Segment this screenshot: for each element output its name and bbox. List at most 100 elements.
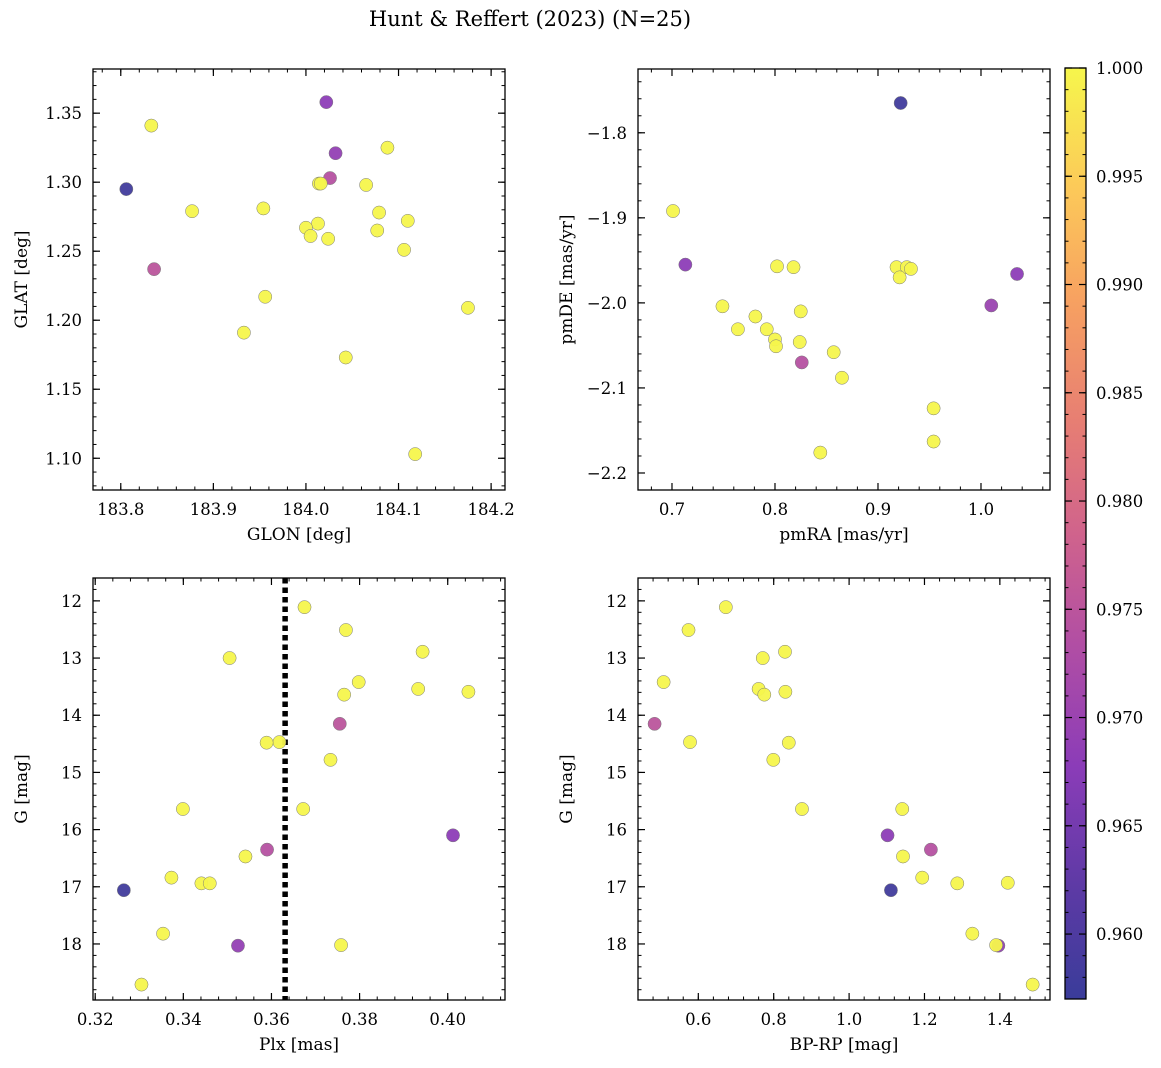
data-point [678,257,693,272]
data-point [781,735,796,750]
data-point [272,735,287,749]
data-point [757,687,772,702]
y-tick-label: 14 [61,706,82,725]
data-point [313,176,328,191]
y-tick-label: 1.15 [45,380,82,399]
data-point [826,345,841,360]
data-point [370,223,385,238]
y-tick-label: −2.2 [587,464,627,483]
data-point [924,842,938,857]
data-point [731,322,745,337]
colorbar-tick-label: 1.000 [1096,59,1143,78]
x-tick-label: 0.40 [429,1010,466,1029]
y-tick-label: 18 [61,935,82,954]
data-point [411,682,426,696]
colorbar-ticks: 0.960 0.965 0.970 0.975 0.980 0.985 0.990 0.995… [1065,59,1143,1000]
data-point [332,716,347,731]
scatter-panel-bottom-right: 0.6 0.8 1.0 1.2 1.4 12 13 14 15 16 17 18 BP-RP [mag]… [557,577,1051,1055]
data-point [359,178,373,192]
data-point [334,938,348,952]
y-tick-label: 1.25 [45,242,82,261]
data-point [896,849,910,864]
y-tick-label: 1.10 [45,449,82,468]
data-point [794,355,809,370]
data-point [156,926,170,941]
colorbar-tick-label: 0.975 [1096,600,1143,619]
x-axis-label: pmRA [mas/yr] [779,525,908,545]
data-point [778,644,792,659]
data-point [323,752,338,767]
data-point [880,828,895,843]
colorbar-gradient [1064,67,1087,1000]
data-point [185,204,199,219]
scatter-points [647,600,1040,992]
x-tick-label: 0.8 [762,500,788,519]
data-point [164,870,179,885]
data-point [237,325,251,340]
data-point [238,849,253,864]
data-point [778,684,793,699]
data-point [893,96,908,110]
x-tick-label: 184.0 [282,500,329,519]
y-tick-label: 1.35 [45,104,82,123]
data-point [748,309,763,324]
x-tick-label: 0.8 [761,1010,787,1029]
y-tick-label: −2.0 [587,294,627,313]
data-point [339,623,353,637]
x-tick-label: 0.34 [165,1010,202,1029]
data-point [656,675,671,689]
scatter-panel-bottom-left: 0.32 0.34 0.36 0.38 0.40 12 13 14 15 16 17 18 Plx [m… [12,577,506,1055]
y-tick-label: −1.9 [587,209,627,228]
data-point [303,229,318,243]
data-point [926,434,941,449]
data-point [258,289,273,304]
data-point [647,716,662,731]
data-point [926,401,941,416]
y-tick-label: 16 [61,821,82,840]
x-tick-label: 1.0 [836,1010,862,1029]
x-tick-label: 0.36 [253,1010,290,1029]
data-point [321,231,336,246]
data-point [297,600,312,615]
y-tick-label: 12 [606,592,627,611]
data-point [915,870,930,885]
data-point [766,752,781,767]
y-tick-label: 17 [61,878,82,897]
data-point [984,298,999,313]
axis-ticks: 0.6 0.8 1.0 1.2 1.4 12 13 14 15 16 17 18 [606,577,1050,1029]
data-point [769,339,783,354]
data-point [176,802,190,816]
colorbar-tick-label: 0.965 [1096,817,1143,836]
y-tick-label: 1.30 [45,173,82,192]
data-point [683,735,697,749]
y-tick-label: 16 [606,821,627,840]
x-tick-label: 184.2 [467,500,514,519]
data-point [256,201,271,216]
data-point [400,213,415,228]
data-point [134,977,149,992]
data-point [202,876,217,891]
axes-frame [92,577,506,1001]
data-point [397,242,411,257]
colorbar-tick-label: 0.970 [1096,709,1143,728]
data-point [337,687,352,702]
data-point [461,300,475,315]
data-point [351,675,366,689]
data-point [795,802,809,816]
data-point [147,262,161,276]
data-point [770,259,784,274]
x-tick-label: 183.8 [97,500,144,519]
y-axis-label: pmDE [mas/yr] [557,214,577,344]
data-point [666,204,680,218]
x-tick-label: 1.2 [911,1010,937,1029]
data-point [793,304,808,319]
y-tick-label: −2.1 [587,379,627,398]
colorbar-tick-label: 0.960 [1096,925,1143,944]
colorbar-tick-label: 0.995 [1096,167,1143,186]
scatter-panel-top-right: 0.7 0.8 0.9 1.0 −2.2 −2.1 −2.0 −1.9 −1.8 pmRA [ma… [557,68,1051,545]
data-point [338,350,353,365]
y-tick-label: 1.20 [45,311,82,330]
data-point [311,216,325,231]
x-tick-label: 184.1 [375,500,422,519]
